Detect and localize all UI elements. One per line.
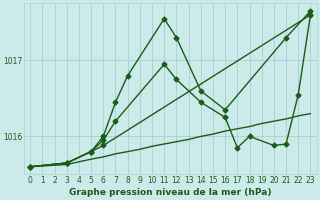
X-axis label: Graphe pression niveau de la mer (hPa): Graphe pression niveau de la mer (hPa) [69,188,272,197]
